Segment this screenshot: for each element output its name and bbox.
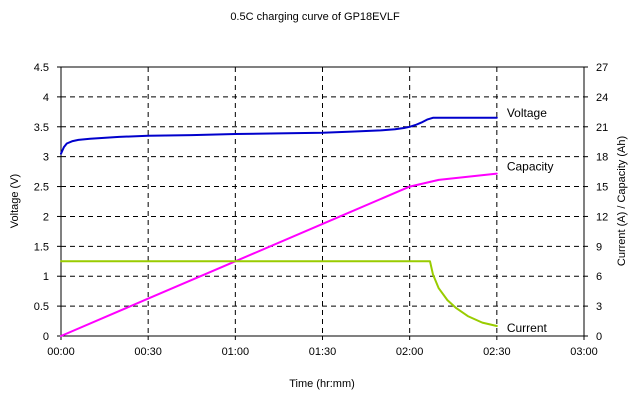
x-tick-label: 03:00 (570, 346, 598, 358)
x-tick-label: 02:30 (483, 346, 511, 358)
y-left-tick-label: 3 (43, 152, 49, 164)
x-axis-title: Time (hr:mm) (289, 378, 355, 390)
y-left-tick-label: 0.5 (34, 301, 49, 313)
y-right-tick-label: 21 (596, 122, 608, 134)
annotation-voltage: Voltage (507, 106, 547, 120)
x-tick-label: 00:00 (47, 346, 75, 358)
grid (61, 67, 584, 336)
series-capacity-line (60, 172, 498, 337)
x-tick-label: 02:00 (396, 346, 424, 358)
series-voltage-line (60, 116, 498, 155)
y-right-tick-label: 9 (596, 241, 602, 253)
y-left-tick-label: 2 (43, 211, 49, 223)
series-group (60, 116, 498, 337)
ticks: 00:00 00:30 01:00 01:30 02:00 02:30 03:00 0 0.5 1… (34, 62, 609, 358)
y-right-tick-label: 6 (596, 271, 602, 283)
x-tick-label: 01:00 (222, 346, 250, 358)
y-left-tick-label: 4.5 (34, 62, 49, 74)
y-left-tick-label: 0 (43, 331, 49, 343)
y-left-tick-label: 2.5 (34, 182, 49, 194)
x-tick-label: 00:30 (134, 346, 162, 358)
annotation-current: Current (507, 321, 548, 335)
y-left-tick-label: 4 (43, 92, 49, 104)
chart-title: 0.5C charging curve of GP18EVLF (230, 11, 400, 23)
y-left-tick-label: 3.5 (34, 122, 49, 134)
annotations: Voltage Capacity Current (507, 106, 554, 335)
x-tick-label: 01:30 (309, 346, 337, 358)
y-axis-left-title: Voltage (V) (9, 174, 21, 228)
y-right-tick-label: 24 (596, 92, 608, 104)
y-right-tick-label: 0 (596, 331, 602, 343)
y-right-tick-label: 18 (596, 152, 608, 164)
series-current-line (60, 260, 498, 327)
y-right-tick-label: 3 (596, 301, 602, 313)
y-left-tick-label: 1 (43, 271, 49, 283)
y-right-tick-label: 15 (596, 182, 608, 194)
annotation-capacity: Capacity (507, 160, 554, 174)
y-left-tick-label: 1.5 (34, 241, 49, 253)
y-axis-right-title: Current (A) / Capacity (Ah) (616, 136, 628, 266)
y-right-tick-label: 12 (596, 211, 608, 223)
y-right-tick-label: 27 (596, 62, 608, 74)
